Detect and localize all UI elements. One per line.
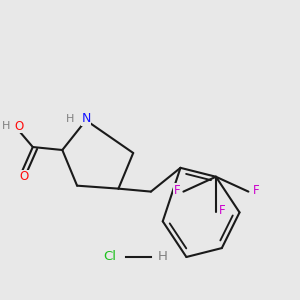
Text: F: F (253, 184, 259, 196)
Text: H: H (2, 121, 10, 131)
Text: F: F (218, 204, 225, 218)
Text: F: F (174, 184, 181, 196)
Text: Cl: Cl (103, 250, 116, 263)
Text: O: O (15, 120, 24, 133)
Text: H: H (158, 250, 168, 263)
Text: N: N (81, 112, 91, 125)
Text: O: O (19, 170, 28, 183)
Text: H: H (65, 114, 74, 124)
